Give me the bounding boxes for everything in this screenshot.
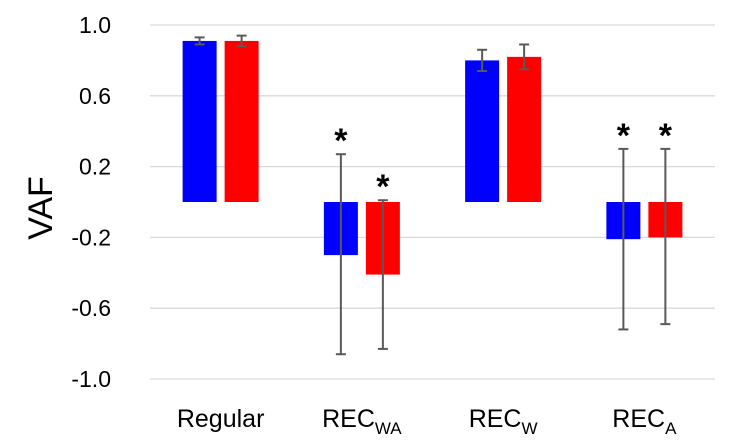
bar [507,56,542,202]
bar [224,40,259,203]
category-name: Regular [177,405,265,433]
x-category-label: Regular [177,405,265,433]
y-axis-ticks: 1.0 0.6 0.2 -0.2 -0.6 -1.0 [71,12,111,392]
category-subscript: WA [375,419,402,438]
significance-markers: * * * * [334,117,673,206]
y-tick-label: -0.6 [71,295,111,321]
category-name: REC [469,405,522,433]
y-tick-label: 1.0 [79,12,111,38]
y-tick-label: 0.2 [79,154,111,180]
y-axis-label: VAF [22,176,60,240]
x-axis-categories: Regular RECWA RECW RECA [177,405,677,438]
bar [182,40,217,203]
significance-star: * [376,168,390,206]
y-tick-label: 0.6 [79,83,111,109]
x-category-label: RECA [612,405,677,438]
y-tick-label: -1.0 [71,366,111,392]
category-subscript: A [665,419,677,438]
category-name: REC [612,405,665,433]
significance-star: * [617,117,631,155]
significance-star: * [334,122,348,160]
y-tick-label: -0.2 [71,224,111,250]
bars [182,40,683,275]
category-name: REC [322,405,375,433]
bar [465,60,500,203]
x-category-label: RECWA [322,405,402,438]
significance-star: * [659,117,673,155]
category-subscript: W [522,419,538,438]
x-category-label: RECW [469,405,538,438]
error-bars [194,34,671,356]
